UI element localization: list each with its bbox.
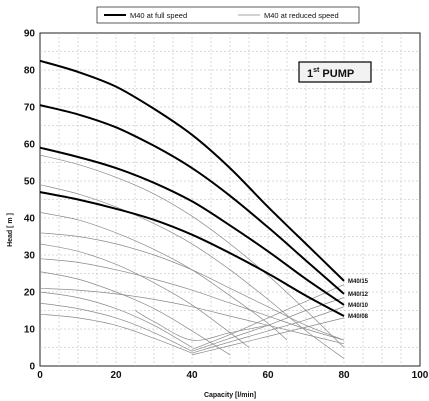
legend-label-full: M40 at full speed [130, 11, 187, 20]
x-tick-label: 40 [186, 370, 198, 381]
y-tick-label: 30 [24, 251, 36, 262]
series-end-label: M40/15 [348, 279, 369, 285]
series-line-reduced-13 [39, 302, 193, 352]
x-tick-label: 100 [412, 370, 429, 381]
curve-labels: M40/15 M40/12 M40/10 M40/08 [348, 279, 369, 320]
series-line-reduced-7 [39, 232, 345, 341]
series-line-reduced-5 [39, 184, 345, 359]
series-line-reduced-11 [39, 287, 345, 345]
series-line-reduced-15 [191, 284, 345, 350]
series-line-m40-10 [39, 146, 345, 306]
y-tick-label: 0 [29, 362, 35, 373]
series-line-reduced-9 [39, 258, 345, 341]
series-line-reduced-14 [39, 313, 193, 354]
legend: M40 at full speed M40 at reduced speed [96, 6, 360, 24]
series-line-reduced-10 [39, 271, 231, 356]
y-tick-label: 40 [24, 214, 36, 225]
y-tick-label: 90 [24, 29, 36, 40]
x-tick-label: 80 [338, 370, 350, 381]
y-tick-label: 20 [24, 288, 36, 299]
y-tick-label: 80 [24, 66, 36, 77]
x-tick-label: 20 [110, 370, 122, 381]
y-axis-label: Head [ m ] [7, 213, 14, 247]
series-line-reduced-6 [39, 212, 288, 341]
y-tick-label: 60 [24, 140, 36, 151]
series-line-reduced-4 [39, 154, 345, 348]
pump-badge: 1st PUMP [298, 61, 372, 83]
series-end-label: M40/10 [348, 303, 369, 309]
series-line-reduced-12 [39, 291, 193, 348]
pump-badge-text: 1st PUMP [307, 67, 354, 80]
series-line-m40-08 [39, 191, 345, 317]
y-tick-label: 50 [24, 177, 36, 188]
full-speed-curves [39, 59, 345, 317]
series-line-m40-12 [39, 104, 345, 295]
x-axis-label: Capacity [l/min] [204, 392, 256, 399]
series-line-reduced-18 [191, 317, 345, 356]
tick-labels: 0 20 40 60 80 100 0 10 20 30 40 50 60 70 80 90 [24, 29, 429, 382]
series-line-m40-15 [39, 59, 345, 282]
y-tick-label: 10 [24, 325, 36, 336]
legend-label-reduced: M40 at reduced speed [264, 11, 339, 20]
series-end-label: M40/12 [348, 292, 369, 298]
y-tick-label: 70 [24, 103, 36, 114]
series-line-reduced-17 [191, 306, 345, 354]
reduced-speed-curves [39, 154, 345, 359]
x-tick-label: 0 [37, 370, 43, 381]
legend-box [96, 6, 360, 24]
pump-badge-box [298, 61, 372, 83]
x-tick-label: 60 [262, 370, 274, 381]
series-line-reduced-19 [134, 310, 269, 341]
series-end-label: M40/08 [348, 314, 369, 320]
